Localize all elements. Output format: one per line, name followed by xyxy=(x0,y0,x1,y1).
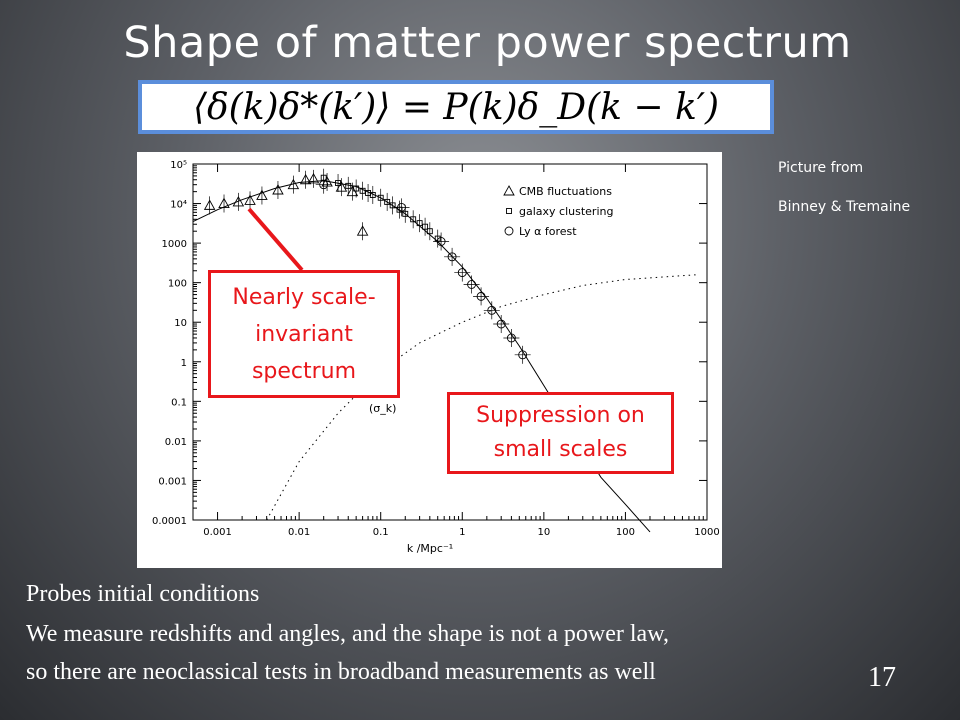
y-tick-label: 1 xyxy=(181,358,187,369)
square-point xyxy=(402,210,409,217)
callout-scale-invariant: Nearly scale-invariant spectrum xyxy=(208,270,400,398)
credit-line-2: Binney & Tremaine xyxy=(778,199,911,215)
triangle-point xyxy=(287,178,300,190)
y-tick-label: 0.0001 xyxy=(152,516,187,527)
x-axis-label: k /Mpc⁻¹ xyxy=(407,542,453,555)
slide-title: Shape of matter power spectrum xyxy=(123,18,852,68)
square-point xyxy=(377,194,384,201)
circle-point xyxy=(457,268,467,278)
legend-label: galaxy clustering xyxy=(519,205,613,218)
triangle-point xyxy=(272,184,284,195)
square-point xyxy=(335,180,342,186)
sigma-annotation: (σ_k) xyxy=(369,402,396,415)
square-point xyxy=(353,185,360,192)
y-tick-label: 1000 xyxy=(162,239,187,250)
x-tick-label: 0.1 xyxy=(373,527,389,538)
circle-point xyxy=(518,350,528,360)
power-spectrum-chart: 0.001 0.01 0.1 1 10 100 1000 0.0001 0.001 0.01 0.1… xyxy=(152,160,720,555)
circle-point xyxy=(319,180,329,190)
triangle-point xyxy=(299,173,312,185)
x-tick-label: 100 xyxy=(616,527,635,538)
circle-point xyxy=(467,280,477,289)
circle-point xyxy=(487,305,497,315)
circle-point xyxy=(476,291,486,301)
x-tick-label: 1 xyxy=(459,527,465,538)
triangle-point xyxy=(232,195,245,207)
square-point xyxy=(422,223,429,230)
square-point xyxy=(345,182,352,189)
triangle-point xyxy=(203,199,216,210)
body-line-2: We measure redshifts and angles, and the… xyxy=(26,621,669,647)
x-tick-label: 10 xyxy=(537,527,550,538)
legend-square-marker xyxy=(506,208,512,214)
body-line-1: Probes initial conditions xyxy=(26,581,260,607)
circle-point xyxy=(397,202,406,212)
y-tick-label: 0.1 xyxy=(171,397,187,408)
legend-label: CMB fluctuations xyxy=(519,185,612,198)
x-tick-label: 0.001 xyxy=(203,527,232,538)
triangle-point xyxy=(335,181,348,192)
callout-suppression: Suppression on small scales xyxy=(447,392,674,474)
square-point xyxy=(359,187,366,194)
y-tick-label: 0.001 xyxy=(158,476,187,487)
equation-box: ⟨δ(k)δ*(k′)⟩ = P(k)δ_D(k − k′) xyxy=(138,80,774,134)
circle-point xyxy=(447,252,457,262)
y-tick-label: 10⁵ xyxy=(170,160,187,171)
x-tick-label: 0.01 xyxy=(288,527,310,538)
y-tick-label: 0.01 xyxy=(165,437,187,448)
square-point xyxy=(410,216,417,223)
legend-circle-marker xyxy=(504,226,514,236)
circle-point xyxy=(496,319,506,329)
y-tick-label: 10⁴ xyxy=(170,200,187,211)
triangle-point xyxy=(307,172,320,184)
y-tick-label: 100 xyxy=(168,279,187,290)
square-point xyxy=(369,192,376,198)
triangle-point xyxy=(244,194,256,205)
square-point xyxy=(389,202,396,209)
legend-label: Ly α forest xyxy=(519,225,577,238)
triangle-point xyxy=(256,189,268,200)
circle-point xyxy=(506,333,516,343)
slide-number: 17 xyxy=(868,662,896,693)
body-line-3: so there are neoclassical tests in broad… xyxy=(26,659,656,685)
square-point xyxy=(426,228,433,235)
square-point xyxy=(434,235,441,242)
legend-triangle-marker xyxy=(503,185,515,196)
x-tick-label: 1000 xyxy=(694,527,719,538)
square-point xyxy=(416,220,423,227)
credit-line-1: Picture from xyxy=(778,160,864,176)
circle-point xyxy=(436,237,446,246)
triangle-point xyxy=(321,176,333,187)
square-point xyxy=(384,198,391,205)
triangle-point xyxy=(356,225,369,236)
triangle-point xyxy=(218,197,230,209)
y-tick-label: 10 xyxy=(174,318,187,329)
